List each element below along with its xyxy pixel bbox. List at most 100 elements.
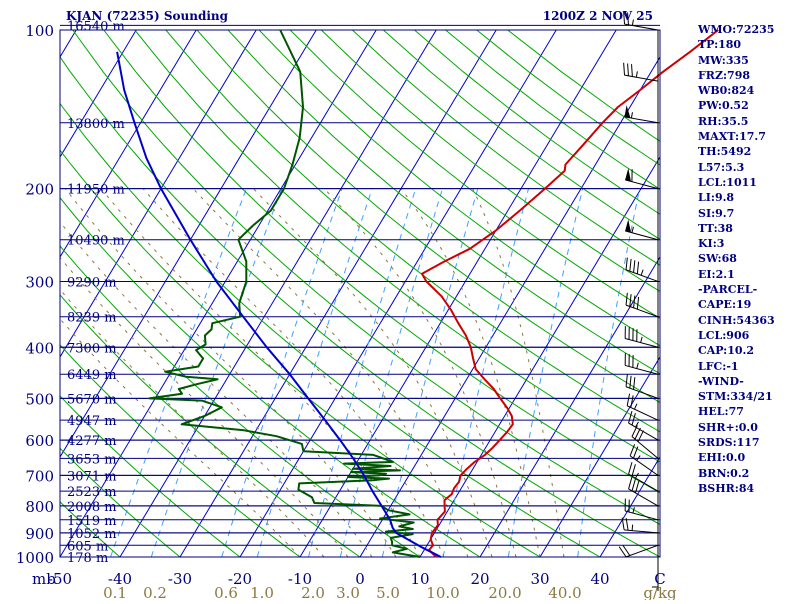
dewpoint-line: [149, 30, 420, 557]
index-line: MAXT:17.7: [698, 129, 798, 144]
index-line: RH:35.5: [698, 114, 798, 129]
index-line: LFC:-1: [698, 359, 798, 374]
wind-barb-feather: [634, 260, 635, 272]
height-tick-label: 13800 m: [67, 117, 125, 132]
index-line: STM:334/21: [698, 389, 798, 404]
wind-barb-feather: [626, 374, 627, 386]
index-line: LCL:906: [698, 328, 798, 343]
wind-barb-half: [641, 270, 643, 276]
moist-adiabat-line: [473, 189, 564, 557]
index-line: BRN:0.2: [698, 466, 798, 481]
temperature-tick-label: 30: [530, 570, 549, 588]
index-line: HEL:77: [698, 404, 798, 419]
mixing-ratio-unit: g/kg: [643, 584, 677, 600]
height-tick-label: 3653 m: [67, 452, 117, 467]
pressure-tick-label: 100: [25, 22, 54, 40]
moist-adiabat-line: [7, 189, 348, 557]
wind-barb-feather: [637, 262, 638, 274]
isotherm-line: [240, 30, 556, 557]
wind-barb: [625, 511, 658, 520]
temperature-line: [422, 30, 718, 557]
wind-barb-feather: [630, 259, 631, 271]
index-line: SHR+:0.0: [698, 420, 798, 435]
index-line: PW:0.52: [698, 98, 798, 113]
index-line: L57:5.3: [698, 160, 798, 175]
index-line: FRZ:798: [698, 68, 798, 83]
index-line: SW:68: [698, 251, 798, 266]
index-line: SRDS:117: [698, 435, 798, 450]
station-title: KJAN (72235) Sounding: [66, 9, 229, 23]
height-tick-label: 10490 m: [67, 234, 125, 249]
index-line: TT:38: [698, 221, 798, 236]
pressure-unit-label: mb: [32, 570, 56, 588]
dry-adiabat-line: [73, 30, 720, 557]
isotherm-line: [300, 30, 616, 557]
mixing-ratio-label: 40.0: [548, 584, 581, 600]
height-tick-label: 2523 m: [67, 485, 117, 500]
wind-barbs: [619, 12, 658, 591]
mixing-ratio-label: 0.2: [143, 584, 167, 600]
pressure-tick-label: 1000: [16, 549, 54, 567]
index-line: CAPE:19: [698, 297, 798, 312]
index-line: TP:180: [698, 37, 798, 52]
index-line: KI:3: [698, 236, 798, 251]
height-tick-label: 4947 m: [67, 414, 117, 429]
wind-barb-flag: [625, 168, 631, 181]
index-line: TH:5492: [698, 144, 798, 159]
index-line: CAP:10.2: [698, 343, 798, 358]
wind-barb-feather: [629, 411, 632, 423]
index-line: LCL:1011: [698, 175, 798, 190]
height-tick-label: 6449 m: [67, 368, 117, 383]
mixing-ratio-label: 20.0: [488, 584, 521, 600]
height-tick-label: 7300 m: [67, 341, 117, 356]
index-line: MW:335: [698, 53, 798, 68]
height-tick-label: 2008 m: [67, 500, 117, 515]
wind-barb-half: [641, 337, 643, 343]
height-tick-label: 11950 m: [67, 183, 125, 198]
isotherm-line: [0, 30, 16, 557]
pressure-tick-label: 700: [25, 467, 54, 485]
pressure-tick-label: 500: [25, 390, 54, 408]
index-line: EI:2.1: [698, 267, 798, 282]
grid-lines: [0, 30, 800, 557]
height-tick-label: 8239 m: [67, 311, 117, 326]
mixing-ratio-label: 10.0: [426, 584, 459, 600]
pressure-tick-label: 200: [25, 181, 54, 199]
index-line: CINH:54363: [698, 313, 798, 328]
profiles: [117, 30, 718, 557]
mixing-ratio-label: 5.0: [376, 584, 400, 600]
background-grid: [0, 25, 800, 557]
wind-barb-feather: [627, 394, 629, 406]
wind-barb-feather: [634, 296, 635, 308]
mixing-ratio-label: 3.0: [336, 584, 360, 600]
mixing-ratio-label: 1.0: [250, 584, 274, 600]
mixing-ratio-label: 0.6: [214, 584, 238, 600]
wind-barb-half: [632, 227, 634, 233]
index-line: WMO:72235: [698, 22, 798, 37]
wind-barb-half: [632, 525, 633, 531]
index-line: EHI:0.0: [698, 450, 798, 465]
wind-barb-feather: [629, 477, 632, 489]
mixing-ratio-line: [111, 189, 247, 557]
wind-barb-half: [636, 71, 637, 77]
mixing-ratio-line: [578, 189, 640, 557]
pressure-tick-label: 600: [25, 432, 54, 450]
index-line: BSHR:84: [698, 481, 798, 496]
mixing-ratio-label: 0.1: [103, 584, 127, 600]
wind-barb-feather: [629, 462, 632, 474]
pressure-tick-label: 300: [25, 273, 54, 291]
mixing-ratio-label: 2.0: [301, 584, 325, 600]
index-line: -PARCEL-: [698, 282, 798, 297]
height-tick-label: 5670 m: [67, 392, 117, 407]
wind-barb: [625, 75, 658, 81]
height-tick-label: 178 m: [67, 551, 108, 566]
wind-barb-feather: [632, 464, 635, 476]
wind-barb-half: [637, 363, 639, 369]
wind-barb-feather: [637, 297, 638, 309]
wind-barb-feather: [626, 258, 627, 270]
index-line: SI:9.7: [698, 206, 798, 221]
